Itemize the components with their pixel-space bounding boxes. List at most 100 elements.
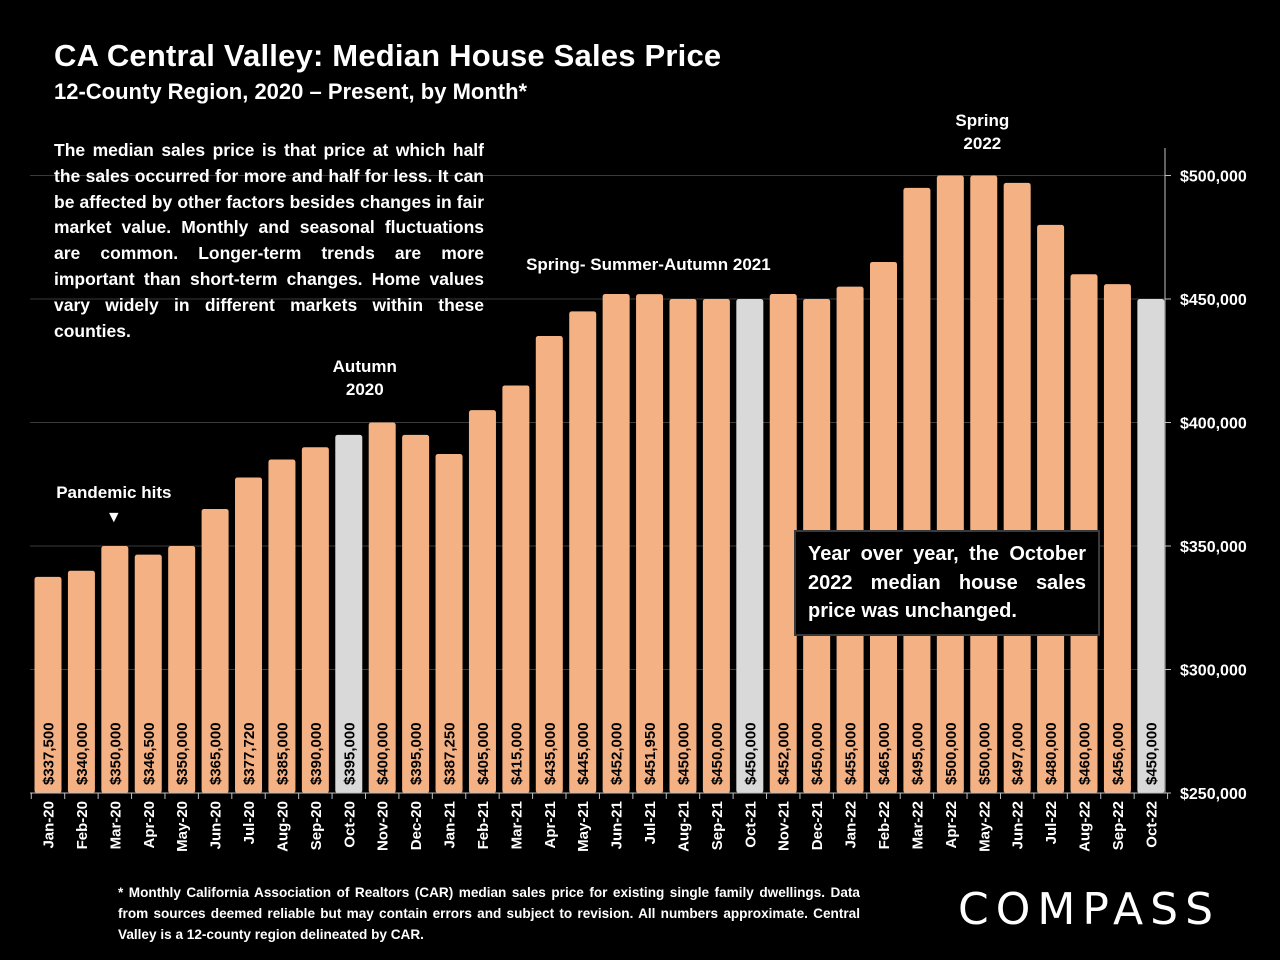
bar-jun-20	[201, 508, 229, 793]
bar-apr-21	[535, 336, 563, 793]
bar-value-label: $395,000	[341, 722, 358, 785]
y-tick-label: $450,000	[1180, 292, 1247, 309]
x-tick-label: Sep-22	[1110, 801, 1127, 850]
bar-jan-21	[435, 453, 463, 793]
x-tick-label: Nov-20	[375, 801, 392, 851]
bar-mar-20	[101, 546, 129, 793]
annotations: Pandemic hits ▼ Autumn 2020 Spring- Summer-A…	[56, 111, 1009, 526]
bar-mar-22	[903, 187, 931, 794]
bar-value-label: $450,000	[809, 722, 826, 785]
bar-value-label: $480,000	[1043, 722, 1060, 785]
x-tick-label: Aug-20	[274, 801, 291, 852]
annotation-label: Spring	[955, 111, 1009, 130]
bar-value-label: $456,000	[1110, 722, 1127, 785]
x-tick-label: Feb-21	[475, 801, 492, 849]
logo-prefix: C	[958, 884, 996, 935]
bar-value-label: $390,000	[308, 722, 325, 785]
bar-value-label: $405,000	[475, 722, 492, 785]
x-tick-label: Mar-22	[909, 801, 926, 849]
x-tick-label: Aug-21	[675, 801, 692, 852]
bar-nov-20	[368, 422, 396, 793]
bar-jul-22	[1037, 224, 1065, 793]
x-tick-label: Dec-20	[408, 801, 425, 850]
bar-value-label: $452,000	[776, 722, 793, 785]
bar-value-label: $450,000	[742, 722, 759, 785]
bar-jun-21	[602, 294, 630, 793]
footnote: * Monthly California Association of Real…	[118, 885, 860, 942]
bar-jun-22	[1003, 182, 1031, 793]
y-tick-label: $400,000	[1180, 416, 1247, 433]
bar-value-label: $460,000	[1077, 722, 1094, 785]
annotation-label: 2020	[346, 380, 384, 399]
bar-value-label: $451,950	[642, 722, 659, 785]
bar-feb-21	[468, 410, 496, 793]
bar-value-label: $350,000	[107, 722, 124, 785]
chart-subtitle: 12-County Region, 2020 – Present, by Mon…	[54, 79, 528, 104]
year-over-year-note: Year over year, the October 2022 median …	[794, 530, 1100, 636]
x-tick-label: Nov-21	[776, 801, 793, 851]
bar-value-label: $450,000	[675, 722, 692, 785]
bar-value-label: $415,000	[508, 722, 525, 785]
bar-value-label: $377,720	[241, 722, 258, 785]
bar-value-label: $387,250	[442, 722, 459, 785]
bar-value-label: $365,000	[208, 722, 225, 785]
x-tick-label: Apr-21	[542, 801, 559, 849]
bar-value-label: $350,000	[174, 722, 191, 785]
bar-apr-20	[134, 554, 162, 793]
bar-oct-22	[1137, 299, 1165, 793]
y-tick-label: $350,000	[1180, 539, 1247, 556]
x-tick-label: Feb-22	[876, 801, 893, 849]
x-tick-label: Dec-21	[809, 801, 826, 850]
x-tick-label: Jul-20	[241, 801, 258, 844]
bar-dec-20	[402, 434, 430, 793]
bar-jan-20	[34, 576, 62, 793]
x-tick-label: Apr-20	[141, 801, 158, 849]
bar-oct-20	[335, 434, 363, 793]
bar-value-label: $395,000	[408, 722, 425, 785]
logo-mark: O	[995, 884, 1038, 935]
compass-logo: COMPASS	[958, 884, 1220, 935]
x-tick-label: Jan-21	[442, 801, 459, 849]
chart-title: CA Central Valley: Median House Sales Pr…	[54, 38, 722, 73]
bar-value-label: $465,000	[876, 722, 893, 785]
x-tick-label: Jun-22	[1010, 801, 1027, 849]
y-tick-label: $300,000	[1180, 663, 1247, 680]
bar-value-label: $337,500	[41, 722, 58, 785]
bar-value-label: $452,000	[609, 722, 626, 785]
x-tick-label: Sep-21	[709, 801, 726, 850]
bar-jul-20	[235, 477, 263, 793]
y-axis: $250,000 $300,000 $350,000 $400,000 $450,000…	[1164, 148, 1247, 803]
bar-may-20	[168, 546, 196, 793]
x-tick-label: Aug-22	[1077, 801, 1094, 852]
bar-sep-21	[702, 299, 730, 793]
x-tick-label: Jul-21	[642, 801, 659, 844]
bar-may-22	[970, 175, 998, 793]
bar-value-label: $500,000	[943, 722, 960, 785]
x-tick-label: Jul-22	[1043, 801, 1060, 844]
bar-value-label: $497,000	[1010, 722, 1027, 785]
x-tick-label: Mar-21	[508, 801, 525, 849]
x-tick-label: Jun-21	[609, 801, 626, 849]
x-tick-label: Sep-20	[308, 801, 325, 850]
annotation-label: Pandemic hits	[56, 483, 171, 502]
x-tick-label: May-21	[575, 801, 592, 852]
bar-feb-20	[67, 570, 95, 793]
bar-aug-20	[268, 459, 296, 793]
bar-value-label: $435,000	[542, 722, 559, 785]
x-tick-label: Jan-20	[41, 801, 58, 849]
bar-sep-20	[301, 447, 329, 793]
bars	[34, 175, 1165, 794]
x-tick-label: May-20	[174, 801, 191, 852]
annotation-label: Spring- Summer-Autumn 2021	[526, 255, 771, 274]
bar-value-label: $445,000	[575, 722, 592, 785]
x-tick-label: Jan-22	[843, 801, 860, 849]
bar-value-label: $340,000	[74, 722, 91, 785]
y-tick-label: $500,000	[1180, 169, 1247, 186]
bar-value-label: $385,000	[274, 722, 291, 785]
x-tick-label: May-22	[976, 801, 993, 852]
annotation-marker: ▼	[106, 509, 122, 526]
x-tick-label: Oct-22	[1143, 801, 1160, 848]
x-tick-label: Mar-20	[107, 801, 124, 849]
x-tick-label: Oct-20	[341, 801, 358, 848]
bar-value-labels: $337,500 $340,000 $350,000 $346,500 $350,000…	[41, 722, 1161, 785]
